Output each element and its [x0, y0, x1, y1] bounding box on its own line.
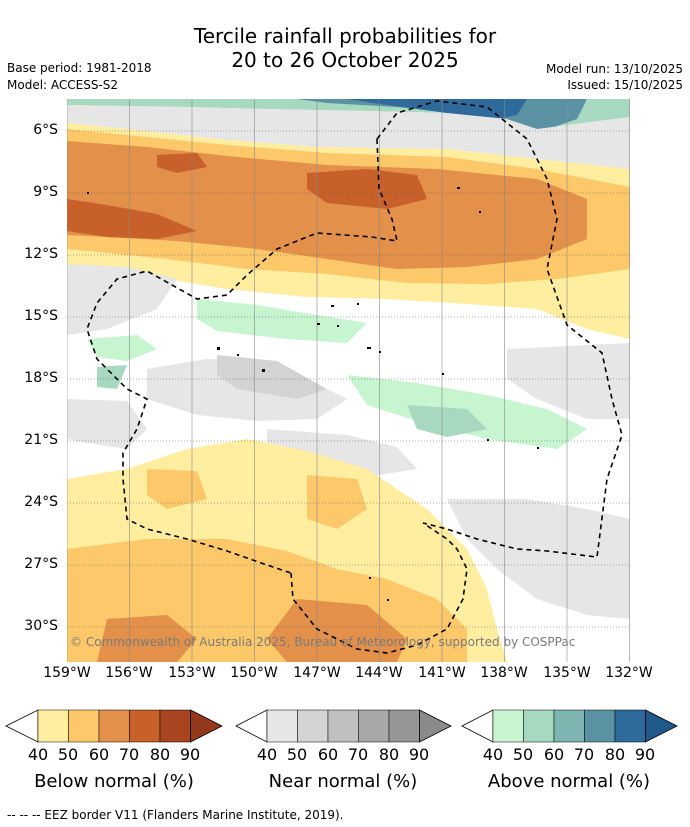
- legend-above-tick-70: 70: [573, 745, 595, 764]
- lon-label-138w: 138°W: [480, 665, 528, 681]
- lon-label-141w: 141°W: [418, 665, 466, 681]
- legend-below-title: Below normal (%): [34, 771, 194, 792]
- legend-above-tick-50: 50: [512, 745, 534, 764]
- lat-label-24s: 24°S: [24, 494, 58, 510]
- legend-below-colorbar: [5, 709, 223, 743]
- lat-label-21s: 21°S: [24, 432, 58, 448]
- model-run-text: Model run: 13/10/2025: [545, 62, 683, 76]
- legend-below-arrow-right: [190, 709, 223, 743]
- above-normal-region-east-strong: [407, 405, 487, 437]
- below-normal-region-strong: [67, 141, 587, 269]
- below-normal-region-very-strong: [67, 199, 197, 239]
- base-period-text: Base period: 1981-2018: [7, 61, 152, 75]
- eez-border-south-loop: [290, 522, 468, 654]
- issued-date-text: Issued: 15/10/2025: [567, 78, 683, 92]
- near-normal-region-southeast: [447, 499, 630, 619]
- model-name-text: Model: ACCESS-S2: [7, 78, 119, 92]
- lon-label-153w: 153°W: [168, 665, 216, 681]
- map-title-line2: 20 to 26 October 2025: [231, 48, 459, 72]
- near-normal-region-central-strong: [217, 355, 327, 399]
- legend-below-tick-60: 60: [88, 745, 110, 764]
- legend-below-arrow-left: [5, 709, 39, 743]
- lat-label-18s: 18°S: [24, 370, 58, 386]
- lat-label-6s: 6°S: [33, 122, 58, 138]
- below-normal-region-south-patch: [307, 475, 367, 529]
- above-normal-region-central: [197, 299, 367, 343]
- legend-above-tick-60: 60: [543, 745, 565, 764]
- legend-near-arrow-left: [235, 709, 268, 743]
- legend-above-tick-90: 90: [634, 745, 656, 764]
- near-normal-region-north: [67, 105, 630, 169]
- near-normal-region-east: [507, 343, 630, 419]
- legend-above-colorbar: [461, 709, 678, 743]
- lon-label-159w: 159°W: [43, 665, 91, 681]
- below-normal-region-south-strong: [267, 599, 407, 662]
- legend-above-arrow-left: [461, 709, 494, 743]
- near-normal-region-southwest: [67, 399, 147, 449]
- lon-label-150w: 150°W: [230, 665, 278, 681]
- legend-near-tick-50: 50: [286, 745, 308, 764]
- below-normal-region-very-strong-2: [307, 169, 427, 209]
- map-title-line1: Tercile rainfall probabilities for: [193, 24, 497, 48]
- lat-label-30s: 30°S: [24, 618, 58, 634]
- lat-label-15s: 15°S: [24, 308, 58, 324]
- legend-above-arrow-right: [645, 709, 678, 743]
- legend-near-tick-60: 60: [317, 745, 339, 764]
- below-normal-region-very-strong-3: [157, 153, 207, 173]
- legend-near-tick-70: 70: [347, 745, 369, 764]
- lon-label-132w: 132°W: [605, 665, 653, 681]
- legend-near-colorbar: [235, 709, 452, 743]
- eez-border-kiribati: [376, 100, 623, 558]
- lon-label-156w: 156°W: [105, 665, 153, 681]
- lat-label-9s: 9°S: [33, 184, 58, 200]
- lat-label-12s: 12°S: [24, 246, 58, 262]
- rainfall-probability-map: © Commonwealth of Australia 2025, Bureau…: [67, 99, 630, 662]
- above-normal-region-north-core: [347, 99, 527, 121]
- lon-label-147w: 147°W: [293, 665, 341, 681]
- legend-below-tick-70: 70: [118, 745, 140, 764]
- map-copyright-text: © Commonwealth of Australia 2025, Bureau…: [70, 635, 575, 649]
- eez-border-french-polynesia-north: [86, 138, 399, 574]
- legend-near-tick-80: 80: [378, 745, 400, 764]
- lon-label-135w: 135°W: [543, 665, 591, 681]
- legend-below-tick-50: 50: [57, 745, 79, 764]
- legend-below-tick-80: 80: [149, 745, 171, 764]
- lon-label-144w: 144°W: [355, 665, 403, 681]
- legend-near-title: Near normal (%): [268, 771, 418, 792]
- legend-above-tick-40: 40: [482, 745, 504, 764]
- legend-below-tick-90: 90: [179, 745, 201, 764]
- legend-near-arrow-right: [419, 709, 452, 743]
- island-markers: [87, 187, 539, 601]
- legend-colorbars: [5, 709, 678, 743]
- eez-border-note: -- -- -- EEZ border V11 (Flanders Marine…: [7, 808, 344, 822]
- legend-near-tick-40: 40: [256, 745, 278, 764]
- legend-above-tick-80: 80: [604, 745, 626, 764]
- legend-below-tick-40: 40: [27, 745, 49, 764]
- legend-near-tick-90: 90: [408, 745, 430, 764]
- legend-above-title: Above normal (%): [487, 771, 651, 792]
- above-normal-region-west-2: [97, 365, 127, 389]
- above-normal-region-west: [87, 335, 157, 361]
- latitude-gridlines: [67, 130, 630, 628]
- lat-label-27s: 27°S: [24, 556, 58, 572]
